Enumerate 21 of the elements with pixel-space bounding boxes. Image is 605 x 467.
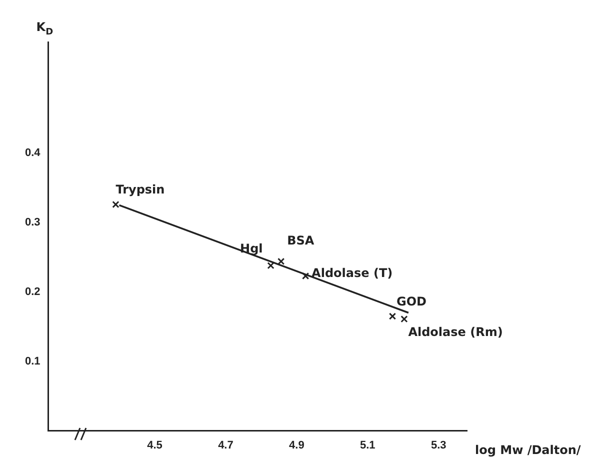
annotation: Trypsin xyxy=(116,182,165,197)
annotation: GOD xyxy=(396,294,427,308)
point xyxy=(112,200,120,208)
annotation: BSA xyxy=(287,234,315,248)
point xyxy=(400,315,408,323)
y-tick-label: 0.1 xyxy=(24,355,40,368)
y-tick-label: 0.3 xyxy=(24,216,40,229)
y-tick-label: 0.4 xyxy=(24,147,42,160)
point xyxy=(277,258,285,265)
x-tick-label: 4.7 xyxy=(218,439,234,452)
x-tick-label: 5.3 xyxy=(430,439,446,452)
annotation: Aldolase (T) xyxy=(312,266,393,280)
y-tick-label: 0.2 xyxy=(24,286,40,298)
x-tick-label: 5.1 xyxy=(360,439,376,452)
annotation: Aldolase (Rm) xyxy=(408,325,503,340)
x-tick-label: 4.5 xyxy=(147,439,162,452)
point xyxy=(388,312,396,320)
point xyxy=(267,262,274,270)
point xyxy=(302,272,310,280)
x-tick-label: 4.9 xyxy=(289,439,304,452)
x-axis-title: log Mw /Dalton/ xyxy=(475,442,582,457)
